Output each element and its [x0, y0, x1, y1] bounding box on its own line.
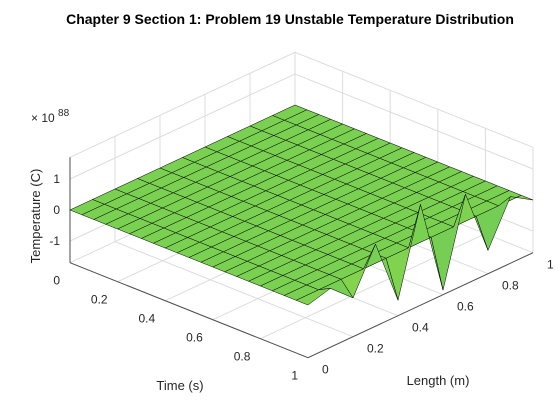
surface-cell: [295, 287, 332, 306]
x-tick-label: 0.4: [139, 312, 156, 326]
z-tick-label: -1: [49, 234, 60, 248]
y-tick-label: 0.4: [412, 321, 429, 335]
y-gridline: [114, 136, 354, 338]
z-axis-label: Temperature (C): [28, 169, 43, 264]
y-axis-label: Length (m): [407, 373, 470, 388]
z-tick-label: 0: [53, 203, 60, 217]
x-tick-label: 0: [53, 274, 60, 288]
y-axis-line: [307, 252, 534, 359]
z-exponent-power: 88: [58, 108, 70, 119]
y-tick-label: 0.8: [502, 279, 519, 293]
tick-labels: 0 0.2 0.4 0.6 0.8 1 0 0.2 0.4 0.6 0.8 1 1 0 -1: [49, 172, 554, 383]
x-tick-label: 0.6: [186, 331, 203, 345]
z-tick-label: 1: [53, 172, 60, 186]
x-tick-label: 1: [291, 369, 298, 383]
surface-plot: [69, 104, 534, 306]
y-tick-label: 1: [547, 258, 554, 272]
x-tick-label: 0.2: [91, 293, 108, 307]
x-tick-label: 0.8: [234, 350, 251, 364]
chart-title: Chapter 9 Section 1: Problem 19 Unstable…: [66, 11, 514, 27]
z-exponent-base: × 10: [31, 111, 55, 125]
y-tick-label: 0.6: [457, 300, 474, 314]
y-tick-label: 0.2: [367, 342, 384, 356]
z-exponent: × 10 88: [31, 108, 70, 125]
y-tick-label: 0: [322, 363, 329, 377]
x-axis-line: [69, 262, 309, 359]
x-axis-label: Time (s): [156, 378, 203, 393]
